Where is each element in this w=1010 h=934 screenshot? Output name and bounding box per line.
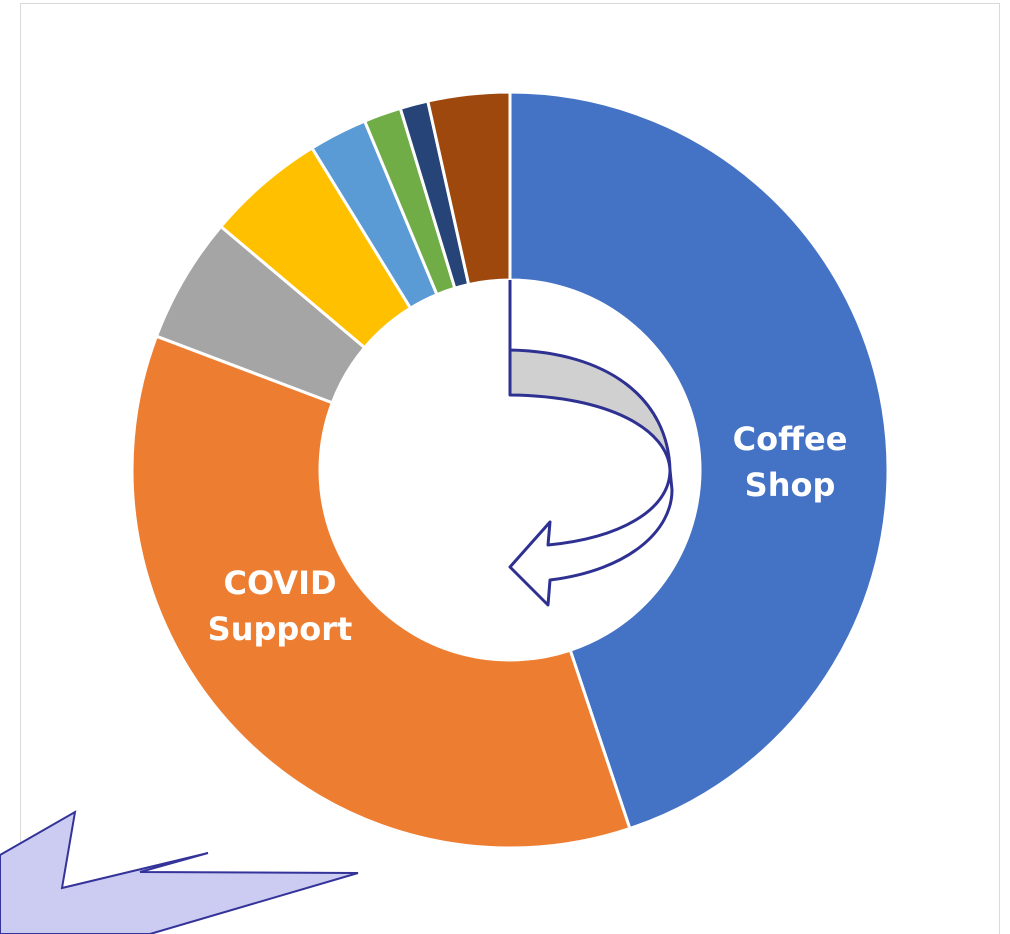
slice xyxy=(425,90,512,287)
slice-label: Coffee Shop xyxy=(732,420,848,504)
slice xyxy=(508,90,890,831)
slice xyxy=(130,334,632,850)
slice-label: COVID Support xyxy=(207,564,353,648)
starburst xyxy=(0,810,359,934)
arrow-outline xyxy=(508,280,674,607)
curved-arrow xyxy=(508,280,674,607)
slices xyxy=(130,90,890,850)
arrow-band xyxy=(510,350,670,470)
